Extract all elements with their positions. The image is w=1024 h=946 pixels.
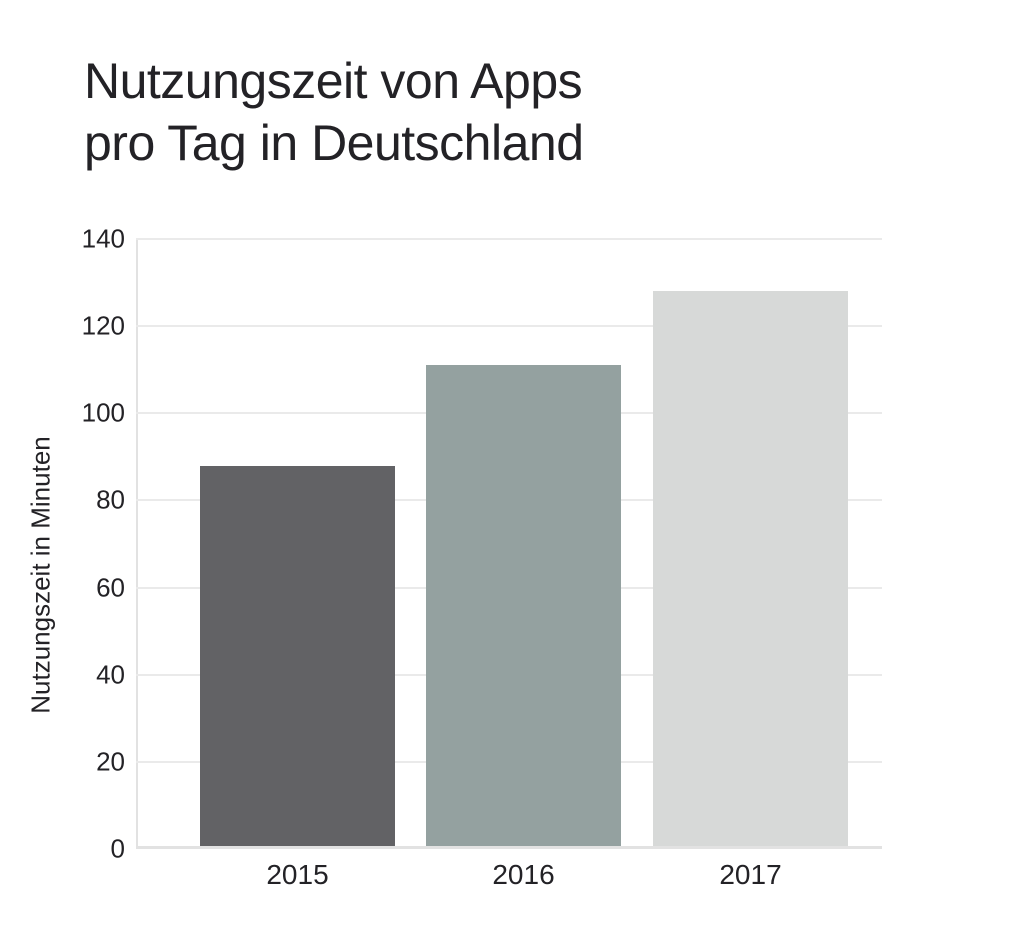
y-tick-label-40: 40 <box>96 659 125 690</box>
x-tick-label-2016: 2016 <box>492 859 555 890</box>
y-axis-line <box>136 239 138 849</box>
plot-area <box>136 238 882 849</box>
chart-title: Nutzungszeit von Apps pro Tag in Deutsch… <box>84 50 584 174</box>
y-tick-label-20: 20 <box>96 746 125 777</box>
gridline-140 <box>136 238 882 240</box>
x-tick-label-2017: 2017 <box>719 859 782 890</box>
chart-title-line-2: pro Tag in Deutschland <box>84 115 584 171</box>
x-tick-label-2015: 2015 <box>266 859 329 890</box>
y-tick-label-100: 100 <box>81 397 125 428</box>
bar-2016 <box>426 365 621 849</box>
y-tick-label-140: 140 <box>81 223 125 254</box>
y-tick-label-80: 80 <box>96 484 125 515</box>
y-tick-label-0: 0 <box>110 833 125 864</box>
chart-title-line-1: Nutzungszeit von Apps <box>84 53 583 109</box>
bar-2015 <box>200 465 395 849</box>
x-axis-line <box>136 846 882 849</box>
gridline-120 <box>136 325 882 328</box>
bar-2017 <box>653 291 848 849</box>
y-tick-label-60: 60 <box>96 572 125 603</box>
y-tick-label-120: 120 <box>81 310 125 341</box>
